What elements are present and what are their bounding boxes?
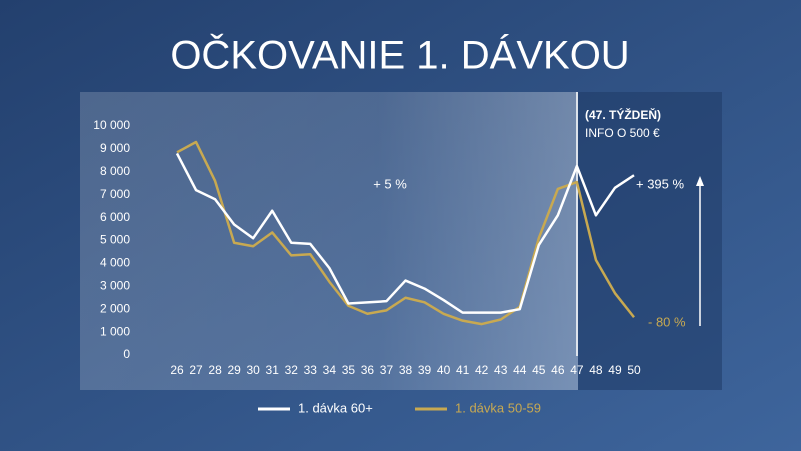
x-tick-label: 48 bbox=[589, 363, 603, 377]
annotation: (47. TÝŽDEŇ) bbox=[585, 107, 661, 122]
x-tick-label: 49 bbox=[608, 363, 622, 377]
x-tick-label: 40 bbox=[437, 363, 451, 377]
y-tick-label: 9 000 bbox=[100, 141, 130, 155]
y-tick-label: 6 000 bbox=[100, 210, 130, 224]
y-tick-label: 4 000 bbox=[100, 256, 130, 270]
plot-panel bbox=[80, 92, 578, 390]
y-tick-label: 5 000 bbox=[100, 233, 130, 247]
legend-label: 1. dávka 50-59 bbox=[455, 400, 541, 415]
x-tick-label: 31 bbox=[266, 363, 280, 377]
x-tick-label: 46 bbox=[551, 363, 565, 377]
highlight-panel bbox=[578, 92, 722, 390]
y-tick-label: 0 bbox=[123, 347, 130, 361]
x-tick-label: 45 bbox=[532, 363, 546, 377]
annotation: + 395 % bbox=[636, 176, 685, 191]
x-tick-label: 35 bbox=[342, 363, 356, 377]
x-tick-label: 29 bbox=[227, 363, 241, 377]
x-tick-label: 32 bbox=[285, 363, 299, 377]
x-tick-label: 44 bbox=[513, 363, 527, 377]
y-tick-label: 10 000 bbox=[93, 118, 130, 132]
annotation: + 5 % bbox=[373, 176, 407, 191]
annotation: - 80 % bbox=[648, 314, 686, 329]
x-tick-label: 33 bbox=[304, 363, 318, 377]
y-tick-label: 2 000 bbox=[100, 301, 130, 315]
x-tick-label: 28 bbox=[208, 363, 222, 377]
x-tick-label: 39 bbox=[418, 363, 432, 377]
x-tick-label: 27 bbox=[189, 363, 203, 377]
y-tick-label: 7 000 bbox=[100, 187, 130, 201]
x-tick-label: 42 bbox=[475, 363, 489, 377]
series-line bbox=[176, 140, 635, 326]
x-tick-label: 26 bbox=[170, 363, 184, 377]
y-tick-label: 3 000 bbox=[100, 278, 130, 292]
arrow-head bbox=[696, 176, 704, 186]
series-line bbox=[175, 152, 635, 314]
x-tick-label: 43 bbox=[494, 363, 508, 377]
x-tick-label: 34 bbox=[323, 363, 337, 377]
y-tick-label: 1 000 bbox=[100, 324, 130, 338]
x-tick-label: 41 bbox=[456, 363, 470, 377]
x-tick-label: 47 bbox=[570, 363, 584, 377]
x-tick-label: 36 bbox=[361, 363, 375, 377]
y-tick-label: 8 000 bbox=[100, 164, 130, 178]
x-tick-label: 30 bbox=[246, 363, 260, 377]
legend-label: 1. dávka 60+ bbox=[298, 400, 373, 415]
x-tick-label: 38 bbox=[399, 363, 413, 377]
x-tick-label: 50 bbox=[627, 363, 641, 377]
annotation: INFO O 500 € bbox=[585, 126, 660, 140]
x-tick-label: 37 bbox=[380, 363, 394, 377]
chart-title: OČKOVANIE 1. DÁVKOU bbox=[170, 33, 629, 78]
